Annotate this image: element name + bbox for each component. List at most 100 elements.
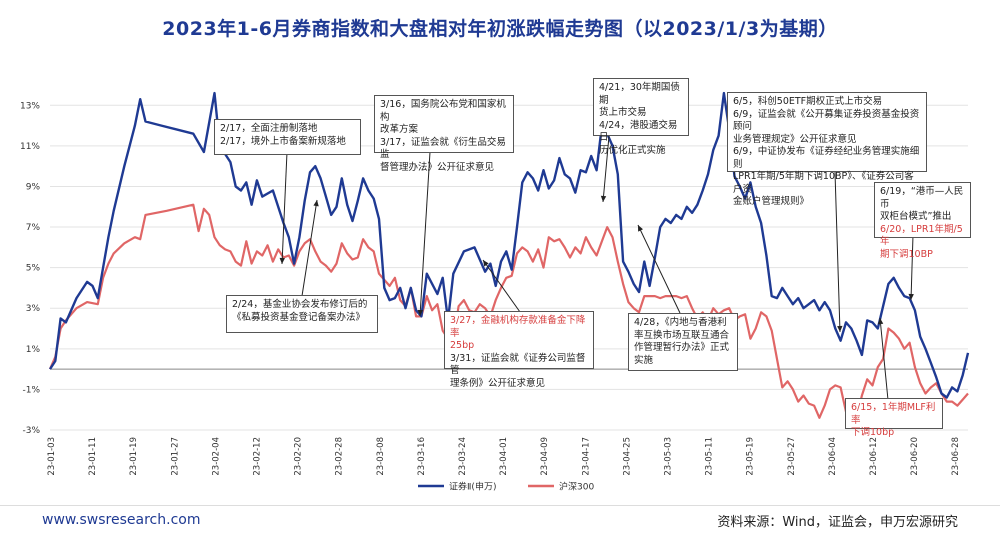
annotation-line: 作管理暂行办法》正式	[634, 342, 730, 353]
footer-source: 资料来源：Wind，证监会，申万宏源研究	[717, 515, 958, 530]
annotation-leader	[879, 317, 889, 401]
series-line-hs300	[48, 203, 969, 419]
annotation-a7: 6/5，科创50ETF期权正式上市交易 6/9，证监会就《公开募集证券投资基金投资…	[727, 92, 927, 207]
y-tick-label: 3%	[26, 304, 41, 314]
annotation-line: 25bp	[450, 340, 475, 351]
x-tick-label: 23-01-27	[170, 437, 180, 476]
y-axis-ticks: 13% 11% 9% 7% 5% 3% 1% -1% -3%	[20, 101, 40, 436]
annotation-line: 历优化正式实施	[599, 144, 666, 156]
annotation-a8: 6/19，“港币—人民币 双柜台模式”推出 6/20，LPR1年期/5年 期下调10B…	[874, 182, 971, 260]
annotation-line: 3/17，证监会就《衍生品交易监	[380, 136, 506, 161]
annotation-a4: 3/27，金融机构存款准备金下降率 25bp 3/31，证监会就《证券公司监督管 理条…	[444, 311, 594, 389]
annotation-a1: 2/17，全面注册制落地 2/17，境外上市备案新规落地	[214, 119, 361, 155]
legend-label: 证券Ⅱ(申万)	[449, 481, 496, 493]
x-tick-label: 23-01-19	[129, 437, 139, 476]
annotation-leaders	[279, 135, 914, 401]
x-tick-label: 23-02-28	[335, 437, 345, 476]
annotation-arrowhead	[600, 195, 607, 202]
annotation-a2: 2/24，基金业协会发布修订后的 《私募投资基金登记备案办法》	[226, 295, 378, 333]
footer-website[interactable]: www.swsresearch.com	[42, 512, 201, 528]
annotation-arrowhead	[279, 257, 285, 264]
annotation-line: 6/20，LPR1年期/5年	[880, 223, 963, 248]
x-tick-label: 23-06-04	[828, 437, 838, 476]
x-tick-label: 23-06-28	[951, 437, 961, 476]
annotation-line: 理条例》公开征求意见	[450, 377, 546, 389]
annotation-line: 金账户管理规则》	[733, 196, 810, 207]
x-tick-label: 23-04-25	[622, 437, 632, 476]
x-tick-label: 23-06-12	[869, 437, 879, 476]
annotation-line: 2/17，境外上市备案新规落地	[220, 135, 346, 147]
annotation-leader	[281, 151, 288, 265]
annotation-line: 6/19，“港币—人民币	[880, 186, 964, 210]
annotation-line: 6/5，科创50ETF期权正式上市交易	[733, 96, 883, 107]
x-tick-label: 23-03-08	[376, 437, 386, 476]
annotation-arrowhead	[877, 318, 884, 325]
annotation-leader	[602, 135, 610, 203]
annotation-line: 3/16，国务院公布党和国家机构	[380, 99, 506, 123]
annotation-line: 业务管理规定》公开征求意见	[733, 133, 857, 145]
annotation-leader	[834, 171, 841, 333]
y-tick-label: 9%	[26, 182, 41, 192]
annotation-line: 双柜台模式”推出	[880, 211, 952, 222]
y-tick-label: 1%	[26, 345, 41, 355]
x-tick-label: 23-02-20	[294, 437, 304, 476]
annotation-a5: 4/21，30年期国债期 货上市交易 4/24，港股通交易日 历优化正式实施	[593, 78, 689, 156]
x-tick-label: 23-01-03	[47, 437, 57, 476]
x-tick-label: 23-05-11	[705, 437, 715, 476]
annotation-line: 2/17，全面注册制落地	[220, 123, 318, 134]
annotation-line: 6/9，中证协发布《证券经纪业务管理实施细则	[733, 146, 920, 170]
annotation-line: 2/24，基金业协会发布修订后的	[232, 299, 368, 310]
annotation-line: 下调10bp	[851, 427, 895, 438]
x-tick-label: 23-04-01	[499, 437, 509, 476]
annotation-line: 4/21，30年期国债期	[599, 82, 680, 106]
y-tick-label: 11%	[20, 142, 40, 152]
annotation-line: 期下调10BP	[880, 248, 933, 260]
x-tick-label: 23-04-09	[540, 437, 550, 476]
annotation-line: 3/27，金融机构存款准备金下降率	[450, 315, 586, 339]
x-tick-label: 23-01-11	[88, 437, 98, 476]
annotation-leader	[637, 224, 681, 314]
annotation-leader	[910, 234, 914, 301]
x-tick-label: 23-05-19	[746, 437, 756, 476]
x-axis-ticks: 23-01-03 23-01-11 23-01-19 23-01-27 23-02-04…	[47, 437, 961, 476]
x-tick-label: 23-05-03	[664, 437, 674, 476]
y-tick-label: 5%	[26, 264, 41, 274]
legend: 证券Ⅱ(申万) 沪深300	[418, 481, 594, 493]
annotation-line: 《私募投资基金登记备案办法》	[232, 311, 366, 323]
x-tick-label: 23-02-04	[211, 437, 221, 476]
annotation-arrowhead	[417, 309, 424, 316]
annotation-leader	[301, 199, 318, 297]
annotation-arrowhead	[483, 260, 489, 267]
annotation-arrowhead	[638, 225, 644, 232]
annotation-line: 6/15，1年期MLF利率	[851, 402, 936, 426]
x-tick-label: 23-03-16	[417, 437, 427, 476]
footer-divider	[0, 505, 1000, 506]
annotation-line: 3/31，证监会就《证券公司监督管	[450, 352, 586, 377]
annotation-arrowhead	[908, 293, 914, 300]
annotation-line: LPR1年期/5年期下调10BP》、《证券公司客户资	[733, 171, 914, 195]
legend-label: 沪深300	[559, 481, 594, 493]
y-tick-label: -1%	[22, 385, 40, 395]
annotation-arrowhead	[313, 200, 319, 207]
x-tick-label: 23-02-12	[253, 437, 263, 476]
series-lines	[48, 91, 970, 419]
annotation-line: 6/9，证监会就《公开募集证券投资基金投资顾问	[733, 108, 920, 133]
y-tick-label: 13%	[20, 101, 40, 111]
chart-title: 2023年1-6月券商指数和大盘相对年初涨跌幅走势图（以2023/1/3为基期）	[162, 18, 838, 40]
annotation-a6: 4/28，《内地与香港利 率互换市场互联互通合 作管理暂行办法》正式 实施	[628, 313, 738, 371]
annotation-arrowhead	[837, 325, 843, 332]
annotation-line: 率互换市场互联互通合	[634, 329, 730, 341]
x-tick-label: 23-06-20	[910, 437, 920, 476]
series-line-securities	[48, 91, 970, 399]
annotation-leader	[419, 151, 431, 317]
y-tick-label: -3%	[22, 426, 40, 436]
annotation-line: 实施	[634, 354, 654, 366]
annotation-line: 货上市交易	[599, 107, 647, 118]
annotation-a9: 6/15，1年期MLF利率 下调10bp	[845, 398, 943, 438]
annotation-a3: 3/16，国务院公布党和国家机构 改革方案 3/17，证监会就《衍生品交易监 督管理办…	[374, 95, 514, 173]
annotation-line: 4/24，港股通交易日	[599, 119, 678, 144]
annotation-line: 改革方案	[380, 124, 419, 135]
x-tick-label: 23-05-27	[787, 437, 797, 476]
x-tick-label: 23-03-24	[458, 437, 468, 476]
